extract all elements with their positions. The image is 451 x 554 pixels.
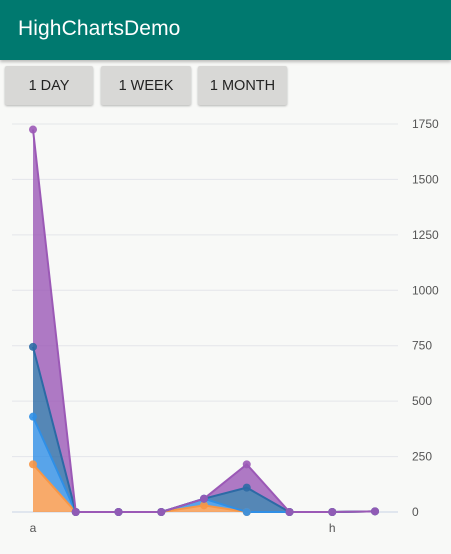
data-point[interactable]	[200, 494, 208, 503]
stacked-area-chart[interactable]: 0 250 500 750 1000 1250 1500 1750 a h	[0, 110, 451, 549]
data-point[interactable]	[200, 501, 208, 510]
one-month-button[interactable]: 1 MONTH	[198, 66, 287, 105]
chart-area[interactable]: 0 250 500 750 1000 1250 1500 1750 a h	[0, 110, 451, 549]
series-line-2	[32, 346, 376, 513]
y-tick-label: 1000	[412, 283, 439, 297]
data-point[interactable]	[29, 460, 37, 469]
data-point[interactable]	[29, 412, 37, 421]
data-point[interactable]	[242, 483, 251, 492]
one-week-button[interactable]: 1 WEEK	[101, 66, 191, 105]
y-tick-label: 250	[412, 450, 432, 464]
data-point[interactable]	[114, 508, 123, 516]
data-point[interactable]	[71, 508, 80, 516]
data-point[interactable]	[29, 342, 37, 351]
series-line-3	[32, 129, 376, 513]
y-tick-label: 1750	[412, 117, 439, 131]
x-tick-label: h	[329, 521, 336, 535]
y-tick-label: 0	[412, 505, 419, 519]
y-tick-label: 1250	[412, 228, 439, 242]
x-tick-label: a	[30, 521, 37, 535]
data-point[interactable]	[285, 508, 294, 516]
series-area-0	[33, 464, 375, 512]
data-point[interactable]	[328, 508, 337, 516]
data-point[interactable]	[371, 507, 379, 516]
series-area-3	[33, 129, 375, 513]
data-point[interactable]	[242, 508, 251, 516]
data-point[interactable]	[157, 508, 166, 516]
y-tick-label: 750	[412, 339, 432, 353]
series-area-2	[33, 346, 375, 512]
y-tick-label: 1500	[412, 172, 439, 186]
one-day-button[interactable]: 1 DAY	[5, 66, 93, 105]
data-point[interactable]	[242, 460, 251, 469]
app-title: HighChartsDemo	[18, 17, 181, 40]
app-bar: HighChartsDemo	[0, 0, 451, 60]
data-point[interactable]	[29, 125, 37, 134]
y-tick-label: 500	[412, 394, 432, 408]
